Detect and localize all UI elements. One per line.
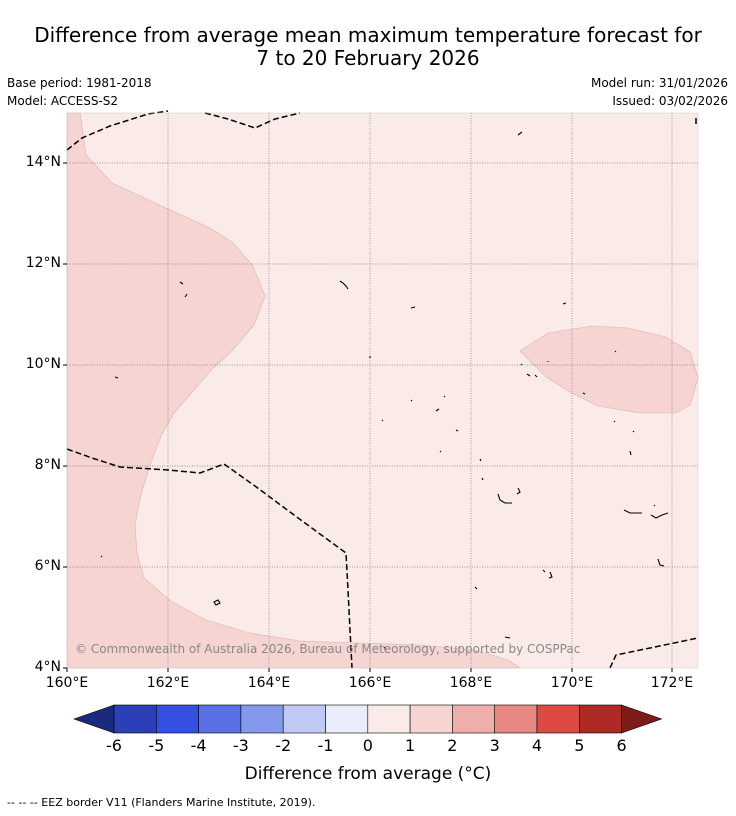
base-period: Base period: 1981-2018 bbox=[7, 76, 152, 90]
islands bbox=[100, 131, 669, 651]
meta-left: Base period: 1981-2018 Model: ACCESS-S2 bbox=[7, 74, 152, 110]
colorbar-tick-label: 6 bbox=[616, 736, 627, 755]
colorbar-tick-label: 3 bbox=[489, 736, 500, 755]
lon-label-170E: 170°E bbox=[550, 675, 594, 691]
lon-label-168E: 168°E bbox=[449, 675, 493, 691]
lat-label-4N: 4°N bbox=[34, 659, 61, 675]
colorbar-tick-label: 1 bbox=[405, 736, 416, 755]
lat-label-8N: 8°N bbox=[34, 457, 61, 473]
colorbar-segment bbox=[367, 704, 411, 734]
colorbar-segment bbox=[156, 704, 199, 734]
eez-borders bbox=[66, 110, 699, 669]
lon-label-160E: 160°E bbox=[45, 675, 89, 691]
colorbar-title: Difference from average (°C) bbox=[244, 764, 492, 784]
colorbar-segment bbox=[113, 704, 157, 734]
colorbar-segment bbox=[409, 704, 453, 734]
issued-date: Issued: 03/02/2026 bbox=[612, 94, 728, 108]
colorbar-segment bbox=[325, 704, 369, 734]
colorbar-tick-label: -1 bbox=[317, 736, 334, 755]
graticule bbox=[67, 113, 698, 668]
lat-label-14N: 14°N bbox=[25, 154, 61, 170]
lon-label-162E: 162°E bbox=[146, 675, 190, 691]
colorbar-segment bbox=[240, 704, 284, 734]
model-run: Model run: 31/01/2026 bbox=[590, 76, 728, 90]
title-line-2: 7 to 20 February 2026 bbox=[256, 46, 480, 70]
map-title: Difference from average mean maximum tem… bbox=[0, 24, 736, 70]
colorbar-tick-label: 0 bbox=[362, 736, 373, 755]
lat-label-12N: 12°N bbox=[25, 255, 61, 271]
colorbar-segment bbox=[198, 704, 242, 734]
colorbar-tick-label: 4 bbox=[531, 736, 543, 755]
warm-region-west bbox=[66, 112, 521, 669]
model-name: Model: ACCESS-S2 bbox=[7, 94, 119, 108]
lon-label-164E: 164°E bbox=[247, 675, 291, 691]
colorbar-segment bbox=[452, 704, 495, 734]
colorbar-tick-label: -5 bbox=[148, 736, 165, 755]
lat-label-10N: 10°N bbox=[25, 356, 61, 372]
colorbar-arrow-high bbox=[621, 704, 663, 734]
colorbar-tick-label: -3 bbox=[232, 736, 249, 755]
lon-label-172E: 172°E bbox=[650, 675, 694, 691]
colorbar-tick-label: -6 bbox=[106, 736, 122, 755]
meta-right: Model run: 31/01/2026 Issued: 03/02/2026 bbox=[591, 74, 728, 110]
copyright-text: © Commonwealth of Australia 2026, Bureau… bbox=[75, 642, 580, 656]
colorbar bbox=[73, 704, 663, 734]
eez-legend-note: -- -- -- EEZ border V11 (Flanders Marine… bbox=[7, 796, 316, 809]
colorbar-tick-label: -2 bbox=[275, 736, 292, 755]
colorbar-segment bbox=[494, 704, 538, 734]
colorbar-arrow-low bbox=[73, 704, 115, 734]
colorbar-segment bbox=[536, 704, 580, 734]
colorbar-segment bbox=[282, 704, 326, 734]
map-frame bbox=[66, 112, 699, 669]
warm-region-east bbox=[519, 325, 699, 414]
axis-ticks bbox=[63, 162, 673, 672]
lon-label-166E: 166°E bbox=[348, 675, 392, 691]
lat-label-6N: 6°N bbox=[34, 558, 61, 574]
colorbar-tick-label: -4 bbox=[190, 736, 207, 755]
colorbar-tick-label: 5 bbox=[574, 736, 585, 755]
colorbar-tick-label: 2 bbox=[447, 736, 458, 755]
title-line-1: Difference from average mean maximum tem… bbox=[34, 23, 702, 47]
colorbar-segment bbox=[578, 704, 622, 734]
